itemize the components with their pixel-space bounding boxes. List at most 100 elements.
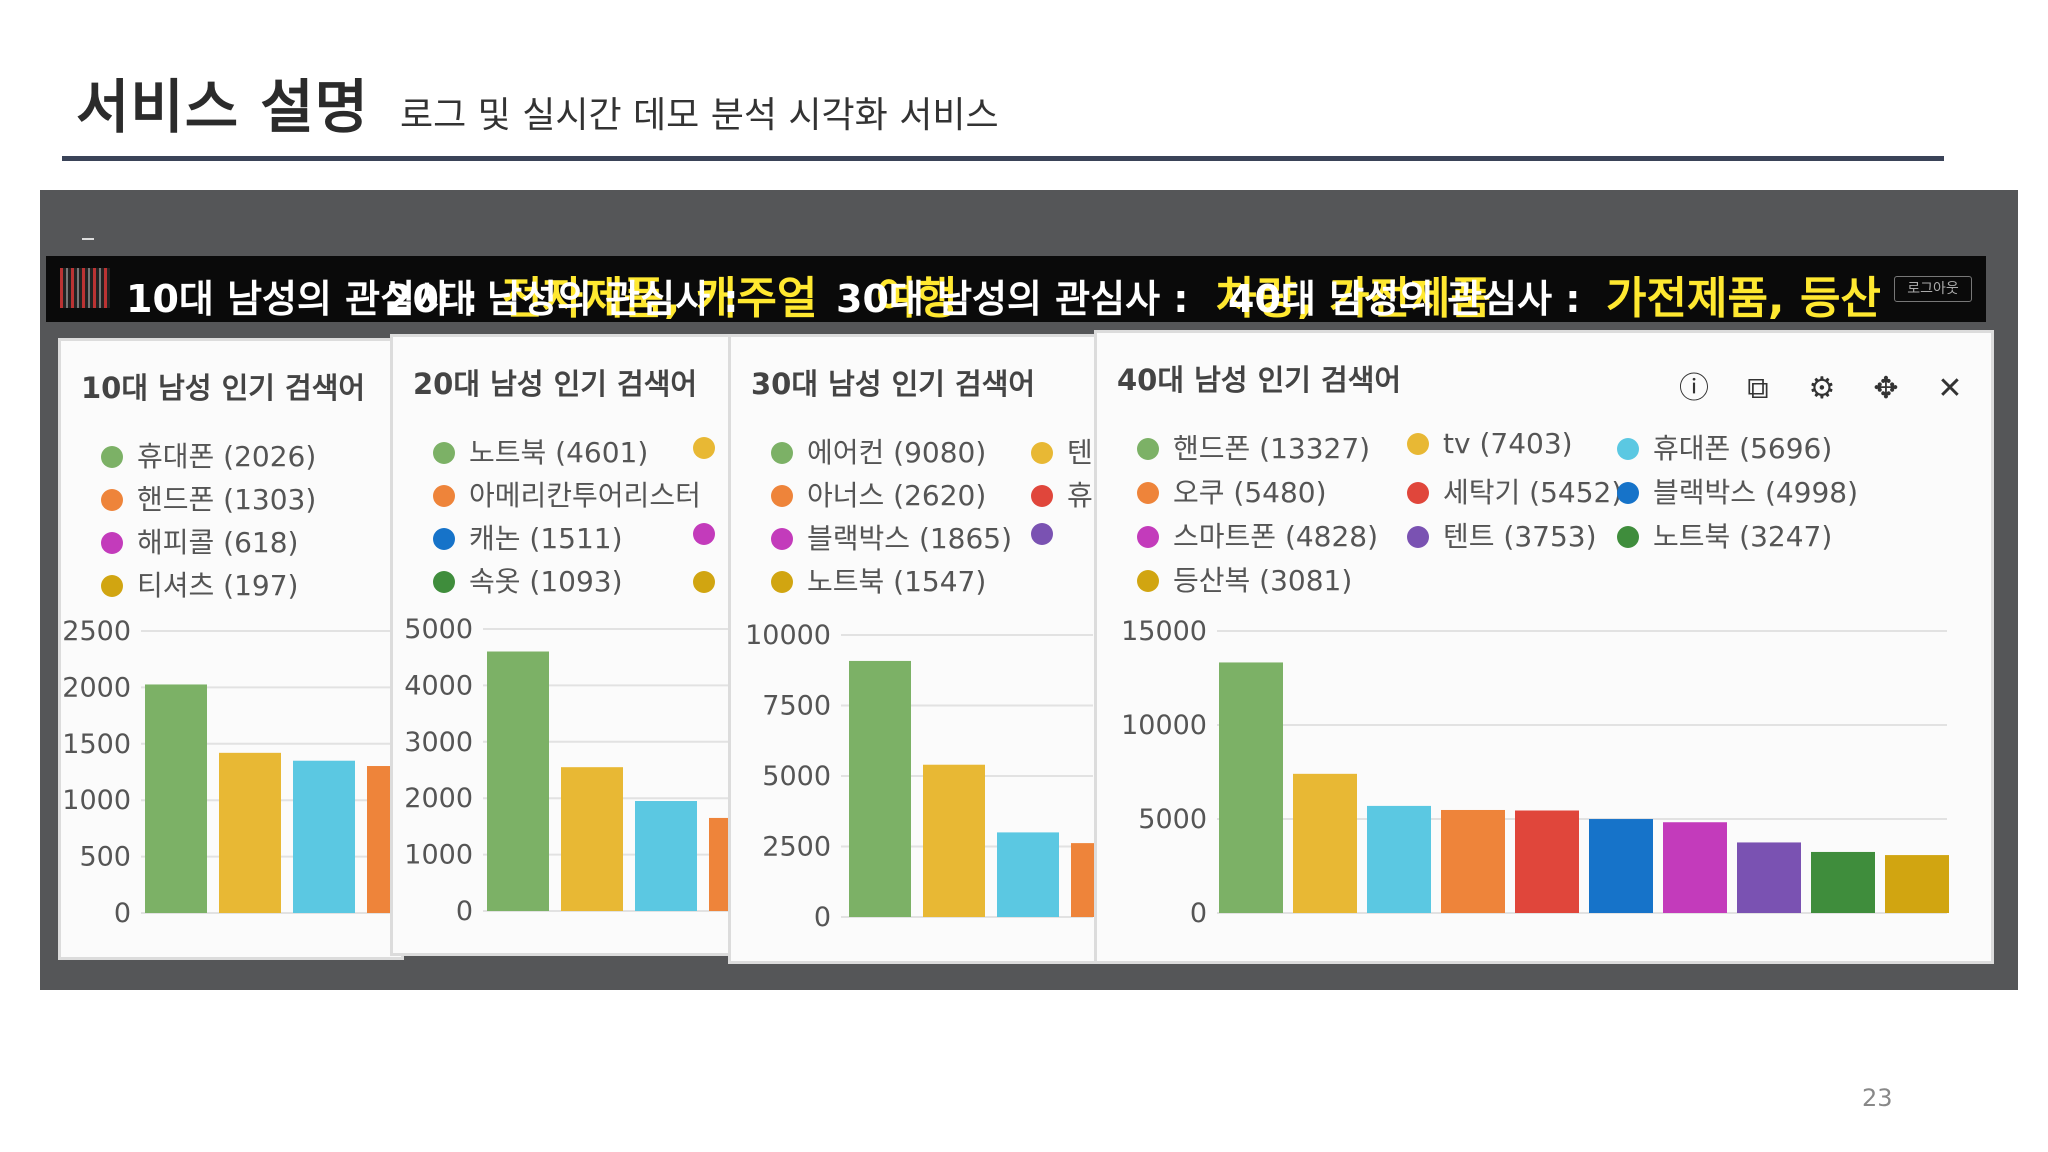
y-tick-label: 4000 [404,670,473,701]
legend-label: 노트북 (3247) [1653,520,1833,553]
bar[interactable] [1885,855,1949,913]
legend-item[interactable]: 속옷 (1093) [433,560,623,600]
bar[interactable] [1219,662,1283,913]
legend-label: 티셔츠 (197) [137,569,299,602]
legend-label: 휴 [1067,479,1093,512]
bar[interactable] [1071,843,1100,917]
gear-icon[interactable]: ⚙ [1808,371,1836,406]
bar[interactable] [1589,819,1653,913]
bar[interactable] [219,752,281,913]
legend-item[interactable] [1031,517,1067,550]
legend-item[interactable]: 아메리칸투어리스터 [433,474,701,514]
legend-item[interactable]: 티셔츠 (197) [101,564,298,604]
panel-toolbar: ⓘ ⧉ ⚙ ✥ ✕ [1647,363,1967,407]
banner-highlight-20s: 여행 [876,273,957,324]
chart-title: 30대 남성 인기 검색어 [751,367,1036,401]
y-tick-label: 500 [79,842,131,873]
legend-swatch [1137,526,1159,548]
legend-swatch [1137,570,1159,592]
legend-item[interactable]: 블랙박스 (1865) [771,517,1012,557]
legend-swatch [693,571,715,593]
y-tick-label: 5000 [762,761,831,792]
legend-item[interactable]: 해피콜 (618) [101,521,298,561]
bar[interactable] [1737,842,1801,913]
legend-label: 노트북 (4601) [469,436,649,469]
bar[interactable] [1663,822,1727,913]
legend-label: 핸드폰 (13327) [1173,432,1371,465]
move-icon[interactable]: ✥ [1873,371,1899,406]
legend-label: 텐 [1067,436,1093,469]
y-tick-label: 0 [1190,898,1207,929]
legend-swatch [101,489,123,511]
legend-label: 텐트 (3753) [1443,520,1597,553]
bar[interactable] [1811,851,1875,913]
legend-item[interactable]: 블랙박스 (4998) [1617,471,1858,511]
legend-item[interactable]: 노트북 (4601) [433,431,648,471]
legend-swatch [1407,526,1429,548]
legend-item[interactable]: 핸드폰 (13327) [1137,427,1370,467]
legend-swatch [433,485,455,507]
legend-swatch [771,528,793,550]
y-tick-label: 0 [456,896,473,927]
chart-panel-10s: 10대 남성 인기 검색어 휴대폰 (2026) 핸드폰 (1303) 해피콜 (6… [58,338,404,960]
legend-swatch [693,437,715,459]
bar[interactable] [293,760,355,913]
bar[interactable] [923,764,985,917]
legend-item[interactable]: 세탁기 (5452) [1407,471,1622,511]
y-tick-label: 1500 [62,729,131,760]
title-divider [62,156,1944,161]
legend-item[interactable]: tv (7403) [1407,427,1573,460]
legend-label: 캐논 (1511) [469,522,623,555]
legend-item[interactable]: 아너스 (2620) [771,474,986,514]
legend-label: 블랙박스 (4998) [1653,476,1859,509]
bar[interactable] [997,832,1059,917]
bar-chart: 5000 4000 3000 2000 1000 0 [404,614,733,927]
legend-item[interactable]: 에어컨 (9080) [771,431,986,471]
bar[interactable] [1293,773,1357,913]
logout-button[interactable]: 로그아웃 [1894,276,1972,302]
bar[interactable] [487,651,549,911]
y-tick-label: 15000 [1121,616,1207,647]
legend-swatch [433,442,455,464]
legend-item[interactable]: 텐트 (3753) [1407,515,1597,555]
legend-swatch [1407,482,1429,504]
legend-label: 속옷 (1093) [469,565,623,598]
y-tick-label: 2000 [62,672,131,703]
legend-item[interactable]: 휴 [1031,474,1093,514]
y-tick-label: 10000 [745,620,831,651]
legend-swatch [1617,482,1639,504]
bar[interactable] [1515,810,1579,913]
bar[interactable] [1367,805,1431,913]
copy-icon[interactable]: ⧉ [1747,371,1769,406]
legend-swatch [101,532,123,554]
bar[interactable] [561,767,623,911]
legend-item[interactable]: 오쿠 (5480) [1137,471,1327,511]
info-icon[interactable]: ⓘ [1679,371,1709,406]
legend-item[interactable]: 스마트폰 (4828) [1137,515,1378,555]
legend-item[interactable]: 캐논 (1511) [433,517,623,557]
legend-item[interactable]: 노트북 (3247) [1617,515,1832,555]
page-number: 23 [1862,1084,1893,1112]
banner-text-30s: 30대 남성의 관심사 : [836,277,1189,321]
close-icon[interactable]: ✕ [1937,371,1963,406]
legend-swatch [433,571,455,593]
legend-swatch [1031,485,1053,507]
legend-label: 세탁기 (5452) [1443,476,1623,509]
legend-swatch [1407,433,1429,455]
legend-item[interactable]: 노트북 (1547) [771,560,986,600]
legend-item[interactable]: 휴대폰 (2026) [101,435,316,475]
y-tick-label: 1000 [404,840,473,871]
bar[interactable] [1441,809,1505,913]
legend-item[interactable]: 등산복 (3081) [1137,559,1352,599]
legend-item[interactable]: 핸드폰 (1303) [101,478,316,518]
bar[interactable] [145,684,207,913]
legend-swatch [433,528,455,550]
bar[interactable] [849,660,911,917]
legend-item[interactable] [693,431,729,464]
bar[interactable] [635,801,697,911]
legend-item[interactable]: 휴대폰 (5696) [1617,427,1832,467]
bar-chart: 10000 7500 5000 2500 0 [745,620,1100,933]
legend-label: 아메리칸투어리스터 [469,479,701,512]
legend-item[interactable]: 텐 [1031,431,1093,471]
